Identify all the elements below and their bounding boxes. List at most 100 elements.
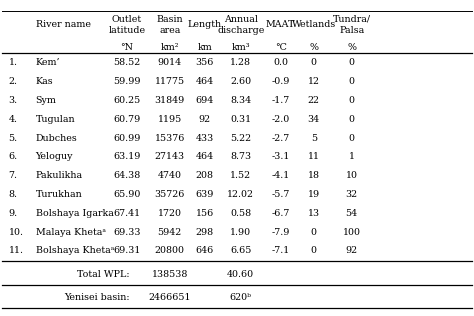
Text: 1.52: 1.52 xyxy=(230,171,251,180)
Text: 4.: 4. xyxy=(9,115,18,124)
Text: 1195: 1195 xyxy=(157,115,182,124)
Text: 1720: 1720 xyxy=(158,209,182,218)
Text: 10: 10 xyxy=(346,171,358,180)
Text: 59.99: 59.99 xyxy=(113,77,141,86)
Text: -2.7: -2.7 xyxy=(272,134,290,143)
Text: Pakulikha: Pakulikha xyxy=(36,171,82,180)
Text: °N: °N xyxy=(120,43,134,52)
Text: 35726: 35726 xyxy=(155,190,185,199)
Text: km: km xyxy=(197,43,212,52)
Text: 69.33: 69.33 xyxy=(113,228,141,237)
Text: Tundra/
Palsa: Tundra/ Palsa xyxy=(333,15,371,35)
Text: 6.65: 6.65 xyxy=(230,246,252,255)
Text: 298: 298 xyxy=(196,228,214,237)
Text: -6.7: -6.7 xyxy=(272,209,290,218)
Text: 1.: 1. xyxy=(9,58,18,67)
Text: 54: 54 xyxy=(346,209,358,218)
Text: 6.: 6. xyxy=(9,152,18,161)
Text: -5.7: -5.7 xyxy=(272,190,290,199)
Text: 0: 0 xyxy=(349,58,355,67)
Text: 0.58: 0.58 xyxy=(230,209,251,218)
Text: 5.: 5. xyxy=(9,134,18,143)
Text: -2.0: -2.0 xyxy=(272,115,290,124)
Text: 5: 5 xyxy=(311,134,317,143)
Text: 18: 18 xyxy=(308,171,320,180)
Text: 5942: 5942 xyxy=(157,228,182,237)
Text: Outlet
latitude: Outlet latitude xyxy=(109,15,146,35)
Text: 0: 0 xyxy=(311,58,317,67)
Text: MAAT: MAAT xyxy=(266,20,295,29)
Text: 11.: 11. xyxy=(9,246,24,255)
Text: 60.25: 60.25 xyxy=(113,96,141,105)
Text: 0: 0 xyxy=(349,115,355,124)
Text: 2.: 2. xyxy=(9,77,18,86)
Text: km³: km³ xyxy=(231,43,250,52)
Text: Kas: Kas xyxy=(36,77,53,86)
Text: %: % xyxy=(347,43,356,52)
Text: 60.99: 60.99 xyxy=(113,134,141,143)
Text: 0: 0 xyxy=(349,77,355,86)
Text: Length: Length xyxy=(188,20,222,29)
Text: 31849: 31849 xyxy=(155,96,185,105)
Text: 20800: 20800 xyxy=(155,246,185,255)
Text: Basin
area: Basin area xyxy=(156,15,183,35)
Text: Yenisei basin:: Yenisei basin: xyxy=(64,293,129,302)
Text: 22: 22 xyxy=(308,96,320,105)
Text: 67.41: 67.41 xyxy=(113,209,141,218)
Text: 11775: 11775 xyxy=(155,77,185,86)
Text: 19: 19 xyxy=(308,190,320,199)
Text: 8.73: 8.73 xyxy=(230,152,251,161)
Text: -1.7: -1.7 xyxy=(272,96,290,105)
Text: 0.0: 0.0 xyxy=(273,58,288,67)
Text: 4740: 4740 xyxy=(158,171,182,180)
Text: 64.38: 64.38 xyxy=(113,171,141,180)
Text: 694: 694 xyxy=(196,96,214,105)
Text: 433: 433 xyxy=(196,134,214,143)
Text: 0: 0 xyxy=(311,228,317,237)
Text: %: % xyxy=(310,43,318,52)
Text: 3.: 3. xyxy=(9,96,18,105)
Text: 15376: 15376 xyxy=(155,134,185,143)
Text: 464: 464 xyxy=(196,152,214,161)
Text: 12.02: 12.02 xyxy=(228,190,254,199)
Text: 63.19: 63.19 xyxy=(113,152,141,161)
Text: 639: 639 xyxy=(196,190,214,199)
Text: 32: 32 xyxy=(346,190,358,199)
Text: 92: 92 xyxy=(199,115,211,124)
Text: 34: 34 xyxy=(308,115,320,124)
Text: 9014: 9014 xyxy=(158,58,182,67)
Text: 27143: 27143 xyxy=(155,152,185,161)
Text: Bolshaya Igarka: Bolshaya Igarka xyxy=(36,209,113,218)
Text: 58.52: 58.52 xyxy=(113,58,141,67)
Text: -3.1: -3.1 xyxy=(272,152,290,161)
Text: 0: 0 xyxy=(311,246,317,255)
Text: 138538: 138538 xyxy=(152,270,188,279)
Text: 0: 0 xyxy=(349,134,355,143)
Text: 65.90: 65.90 xyxy=(113,190,141,199)
Text: 40.60: 40.60 xyxy=(227,270,255,279)
Text: Malaya Khetaᵃ: Malaya Khetaᵃ xyxy=(36,228,106,237)
Text: 0: 0 xyxy=(349,96,355,105)
Text: Annual
discharge: Annual discharge xyxy=(217,15,264,35)
Text: -4.1: -4.1 xyxy=(272,171,290,180)
Text: 5.22: 5.22 xyxy=(230,134,251,143)
Text: °C: °C xyxy=(274,43,287,52)
Text: Wetlands: Wetlands xyxy=(292,20,336,29)
Text: 8.34: 8.34 xyxy=(230,96,251,105)
Text: Kem’: Kem’ xyxy=(36,58,60,67)
Text: 1.90: 1.90 xyxy=(230,228,251,237)
Text: Turukhan: Turukhan xyxy=(36,190,82,199)
Text: 7.: 7. xyxy=(9,171,18,180)
Text: 1.28: 1.28 xyxy=(230,58,251,67)
Text: 620ᵇ: 620ᵇ xyxy=(230,293,252,302)
Text: 69.31: 69.31 xyxy=(113,246,141,255)
Text: 2466651: 2466651 xyxy=(148,293,191,302)
Text: 156: 156 xyxy=(196,209,214,218)
Text: Bolshaya Khetaᵃ: Bolshaya Khetaᵃ xyxy=(36,246,114,255)
Text: 13: 13 xyxy=(308,209,320,218)
Text: Yeloguy: Yeloguy xyxy=(36,152,73,161)
Text: 12: 12 xyxy=(308,77,320,86)
Text: Sym: Sym xyxy=(36,96,56,105)
Text: 0.31: 0.31 xyxy=(230,115,251,124)
Text: -0.9: -0.9 xyxy=(272,77,290,86)
